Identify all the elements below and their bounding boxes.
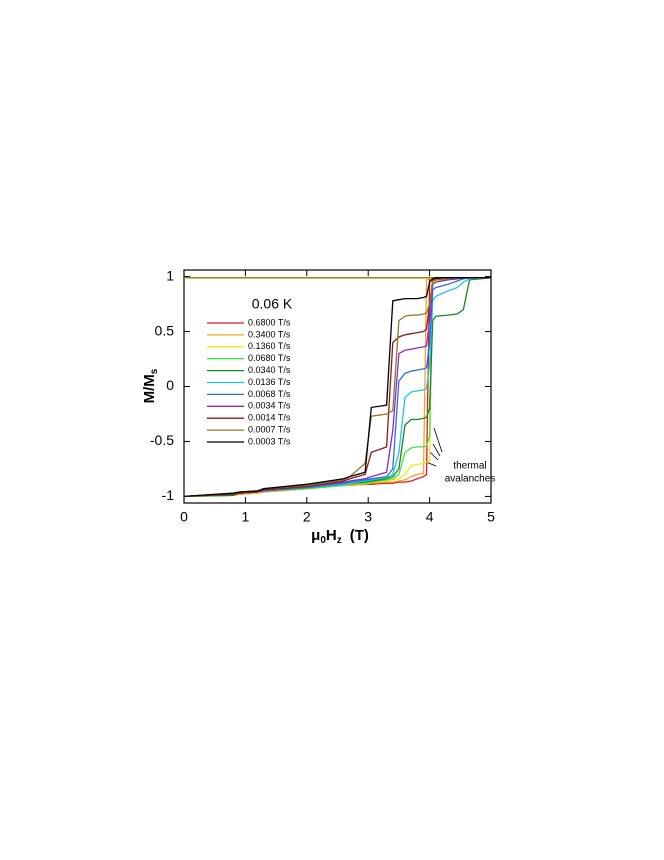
x-label-part: (T): [350, 527, 369, 544]
x-tick-label: 0: [180, 509, 188, 525]
legend-label: 0.0136 T/s: [248, 377, 291, 387]
legend-title: 0.06 K: [252, 296, 293, 312]
y-tick-label: 0.5: [155, 322, 175, 338]
arrow: [432, 443, 441, 457]
y-tick-label: -0.5: [150, 432, 174, 448]
arrow: [429, 451, 439, 461]
x-label-part: H: [326, 527, 337, 544]
legend-label: 0.0034 T/s: [248, 401, 291, 411]
x-label-part: μ: [311, 527, 320, 544]
series-line: [183, 277, 491, 498]
series-line: [183, 277, 491, 498]
series-line: [183, 277, 491, 498]
y-label-main: M/M: [141, 374, 158, 403]
arrow: [433, 427, 443, 453]
x-tick-label: 3: [364, 509, 372, 525]
x-label-sub: z: [337, 535, 342, 546]
x-tick-label: 5: [487, 509, 495, 525]
series-line: [183, 277, 491, 498]
x-tick-label: 1: [242, 509, 250, 525]
legend-label: 0.0680 T/s: [248, 353, 291, 363]
legend-label: 0.0340 T/s: [248, 365, 291, 375]
series-line: [183, 277, 492, 498]
x-tick-label: 2: [303, 509, 311, 525]
y-tick-label: -1: [162, 487, 175, 503]
legend-label: 0.0003 T/s: [248, 436, 291, 446]
arrow: [425, 461, 437, 467]
y-label-sub: s: [149, 368, 160, 374]
x-tick-label: 4: [426, 509, 434, 525]
legend-label: 0.3400 T/s: [248, 329, 291, 339]
series-line: [183, 277, 492, 498]
annotation: thermal: [453, 461, 486, 472]
series-line: [183, 277, 491, 498]
series-line: [183, 277, 491, 498]
y-tick-label: 1: [166, 267, 174, 283]
annotation-arrows: [425, 427, 443, 467]
series-line: [183, 277, 491, 498]
legend-label: 0.0068 T/s: [248, 389, 291, 399]
plot-frame: [183, 269, 492, 504]
annotation: avalanches: [445, 474, 496, 485]
x-axis-label: μ0Hz (T): [311, 527, 369, 546]
x-label-sub: 0: [320, 535, 326, 546]
legend-label: 0.0014 T/s: [248, 413, 291, 423]
legend-label: 0.1360 T/s: [248, 341, 291, 351]
legend-label: 0.0007 T/s: [248, 424, 291, 434]
y-axis-label: M/Ms: [141, 368, 160, 403]
legend-label: 0.6800 T/s: [248, 317, 291, 327]
series-line: [183, 277, 491, 498]
series-line: [183, 277, 491, 498]
y-tick-label: 0: [166, 377, 174, 393]
